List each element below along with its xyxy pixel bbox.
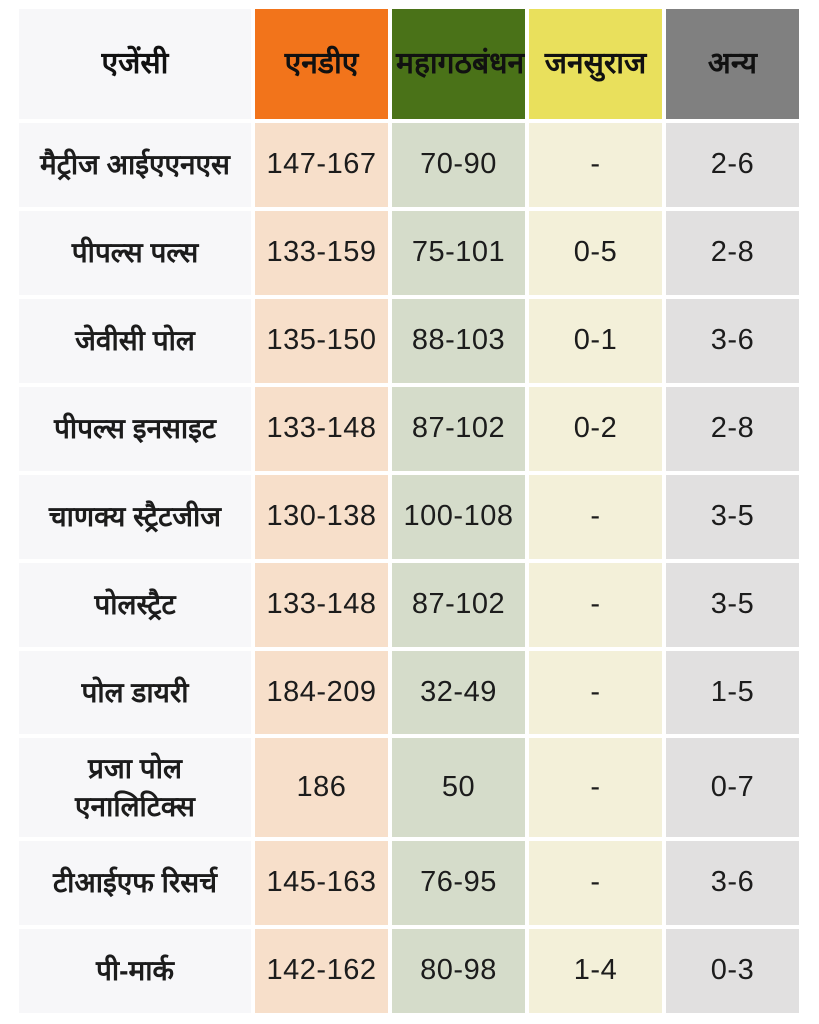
jansuraj-value-cell: -: [529, 123, 662, 207]
agency-cell: प्रजा पोल एनालिटिक्स: [19, 738, 251, 838]
others-value-cell: 3-5: [666, 562, 799, 647]
table-row: मैट्रीज आईएएनएस 147-167 70-90-2-6: [19, 123, 799, 207]
others-value-cell: 0-3: [666, 928, 799, 1013]
others-value-cell: 0-7: [666, 738, 799, 838]
table-row: पोल डायरी 184-209 32-49-1-5: [19, 650, 799, 735]
agency-cell: जेवीसी पोल: [19, 298, 251, 383]
agency-cell: टीआईएफ रिसर्च: [19, 841, 251, 925]
jansuraj-value-cell: 1-4: [529, 928, 662, 1013]
agency-cell: पोलस्ट्रैट: [19, 562, 251, 647]
agency-cell: मैट्रीज आईएएनएस: [19, 123, 251, 207]
jansuraj-value-cell: -: [529, 474, 662, 559]
agency-cell: पीपल्स इनसाइट: [19, 386, 251, 471]
mahagathbandhan-value-cell: 50: [392, 738, 525, 838]
table-row: चाणक्य स्ट्रैटजीज 130-138 100-108-3-5: [19, 474, 799, 559]
table-row: जेवीसी पोल 135-150 88-103 0-1 3-6: [19, 298, 799, 383]
nda-value-cell: 135-150: [255, 298, 388, 383]
mahagathbandhan-value-cell: 88-103: [392, 298, 525, 383]
agency-cell: पीपल्स पल्स: [19, 210, 251, 295]
table-row: पी-मार्क 142-162 80-98 1-4 0-3: [19, 928, 799, 1013]
nda-value-cell: 145-163: [255, 841, 388, 925]
jansuraj-column-header: जनसुराज: [529, 9, 662, 119]
jansuraj-value-cell: -: [529, 650, 662, 735]
mahagathbandhan-value-cell: 80-98: [392, 928, 525, 1013]
table-row: पीपल्स पल्स 133-159 75-101 0-5 2-8: [19, 210, 799, 295]
jansuraj-value-cell: 0-2: [529, 386, 662, 471]
mahagathbandhan-value-cell: 32-49: [392, 650, 525, 735]
others-value-cell: 2-8: [666, 210, 799, 295]
agency-cell: पी-मार्क: [19, 928, 251, 1013]
mahagathbandhan-value-cell: 100-108: [392, 474, 525, 559]
jansuraj-value-cell: -: [529, 738, 662, 838]
others-value-cell: 3-6: [666, 298, 799, 383]
poll-results-table: एजेंसी एनडीए महागठबंधन जनसुराज अन्य मैट्…: [15, 5, 803, 1017]
jansuraj-value-cell: 0-1: [529, 298, 662, 383]
header-row: एजेंसी एनडीए महागठबंधन जनसुराज अन्य: [19, 9, 799, 119]
mahagathbandhan-value-cell: 87-102: [392, 562, 525, 647]
nda-value-cell: 186: [255, 738, 388, 838]
others-value-cell: 3-6: [666, 841, 799, 925]
jansuraj-value-cell: 0-5: [529, 210, 662, 295]
table-row: पीपल्स इनसाइट 133-148 87-102 0-2 2-8: [19, 386, 799, 471]
nda-value-cell: 142-162: [255, 928, 388, 1013]
mahagathbandhan-value-cell: 76-95: [392, 841, 525, 925]
mahagathbandhan-value-cell: 70-90: [392, 123, 525, 207]
nda-value-cell: 133-148: [255, 562, 388, 647]
others-value-cell: 3-5: [666, 474, 799, 559]
jansuraj-value-cell: -: [529, 841, 662, 925]
nda-value-cell: 133-159: [255, 210, 388, 295]
table-body: मैट्रीज आईएएनएस 147-167 70-90-2-6 पीपल्स पल…: [19, 123, 799, 1013]
agency-cell: चाणक्य स्ट्रैटजीज: [19, 474, 251, 559]
nda-column-header: एनडीए: [255, 9, 388, 119]
nda-value-cell: 133-148: [255, 386, 388, 471]
nda-value-cell: 130-138: [255, 474, 388, 559]
table-row: प्रजा पोल एनालिटिक्स 186 50-0-7: [19, 738, 799, 838]
others-value-cell: 2-8: [666, 386, 799, 471]
table-row: पोलस्ट्रैट 133-148 87-102-3-5: [19, 562, 799, 647]
agency-column-header: एजेंसी: [19, 9, 251, 119]
mahagathbandhan-value-cell: 75-101: [392, 210, 525, 295]
mahagathbandhan-column-header: महागठबंधन: [392, 9, 525, 119]
others-column-header: अन्य: [666, 9, 799, 119]
agency-cell: पोल डायरी: [19, 650, 251, 735]
nda-value-cell: 147-167: [255, 123, 388, 207]
others-value-cell: 1-5: [666, 650, 799, 735]
others-value-cell: 2-6: [666, 123, 799, 207]
jansuraj-value-cell: -: [529, 562, 662, 647]
mahagathbandhan-value-cell: 87-102: [392, 386, 525, 471]
nda-value-cell: 184-209: [255, 650, 388, 735]
table-row: टीआईएफ रिसर्च 145-163 76-95-3-6: [19, 841, 799, 925]
